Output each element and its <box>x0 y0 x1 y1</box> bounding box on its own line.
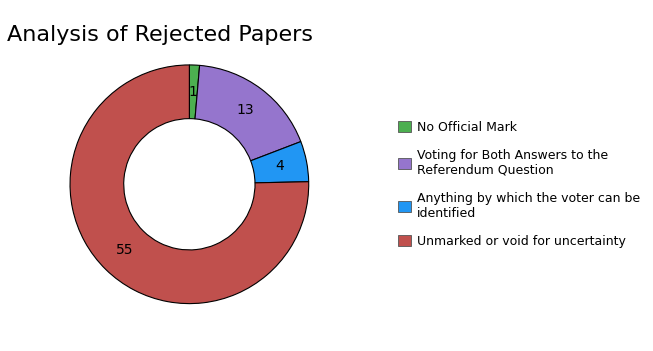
Text: 1: 1 <box>189 85 198 99</box>
Wedge shape <box>70 65 309 304</box>
Text: Analysis of Rejected Papers: Analysis of Rejected Papers <box>7 25 313 45</box>
Wedge shape <box>195 65 301 161</box>
Text: 55: 55 <box>116 243 133 257</box>
Wedge shape <box>189 65 200 119</box>
Legend: No Official Mark, Voting for Both Answers to the
Referendum Question, Anything b: No Official Mark, Voting for Both Answer… <box>398 121 640 248</box>
Wedge shape <box>251 141 309 183</box>
Text: 13: 13 <box>236 104 254 117</box>
Text: 4: 4 <box>276 159 285 173</box>
